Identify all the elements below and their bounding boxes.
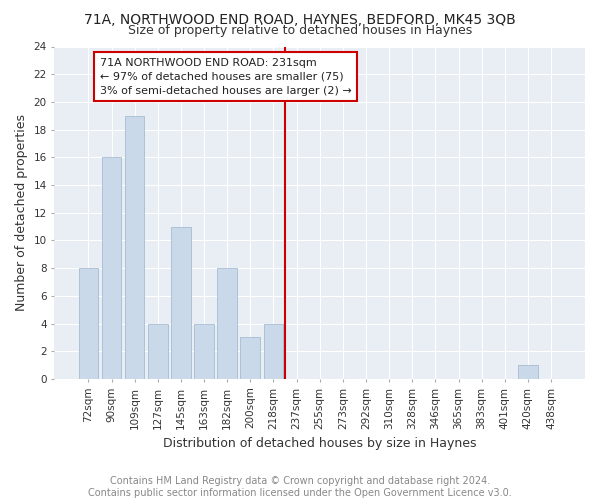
Bar — [518, 365, 538, 379]
Bar — [79, 268, 98, 379]
Bar — [263, 324, 283, 379]
X-axis label: Distribution of detached houses by size in Haynes: Distribution of detached houses by size … — [163, 437, 476, 450]
Text: 71A, NORTHWOOD END ROAD, HAYNES, BEDFORD, MK45 3QB: 71A, NORTHWOOD END ROAD, HAYNES, BEDFORD… — [84, 12, 516, 26]
Bar — [241, 338, 260, 379]
Bar — [194, 324, 214, 379]
Text: Size of property relative to detached houses in Haynes: Size of property relative to detached ho… — [128, 24, 472, 37]
Bar — [125, 116, 145, 379]
Bar — [171, 226, 191, 379]
Text: Contains HM Land Registry data © Crown copyright and database right 2024.
Contai: Contains HM Land Registry data © Crown c… — [88, 476, 512, 498]
Bar — [101, 158, 121, 379]
Y-axis label: Number of detached properties: Number of detached properties — [15, 114, 28, 311]
Text: 71A NORTHWOOD END ROAD: 231sqm
← 97% of detached houses are smaller (75)
3% of s: 71A NORTHWOOD END ROAD: 231sqm ← 97% of … — [100, 58, 352, 96]
Bar — [148, 324, 167, 379]
Bar — [217, 268, 237, 379]
